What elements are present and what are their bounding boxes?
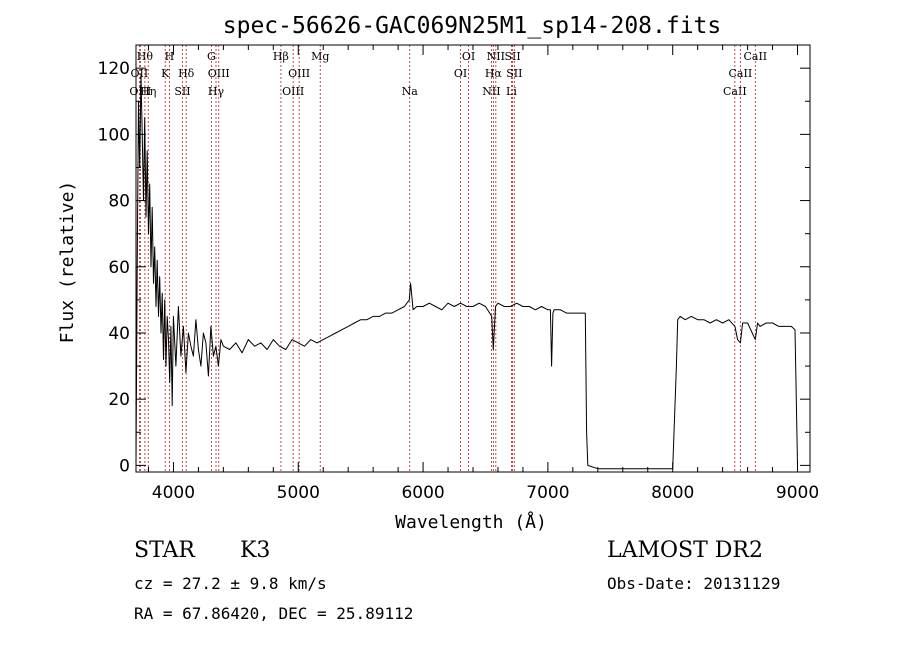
emission-line-markers: OIIOIIIHθHηKHSIIHδGHγOIIIHβOIIIOIIIMgNaO… (129, 45, 767, 472)
chart-title: spec-56626-GAC069N25M1_sp14-208.fits (223, 13, 722, 39)
coordinates-readout: RA = 67.86420, DEC = 25.89112 (134, 604, 414, 623)
line-label-26: CaII (743, 50, 767, 63)
line-label-19: Hα (485, 67, 503, 80)
line-label-10: OIII (208, 67, 230, 80)
line-label-9: Hγ (208, 85, 225, 98)
survey-name: LAMOST DR2 (607, 538, 763, 563)
spectrum-trace (135, 74, 798, 470)
y-axis-label: Flux (relative) (57, 181, 78, 344)
line-label-11: Hβ (273, 50, 289, 63)
x-tick-label-0: 4000 (152, 483, 195, 503)
object-subclass: K3 (240, 538, 271, 563)
line-label-13: OIII (288, 67, 310, 80)
y-tick-label-2: 40 (108, 324, 130, 344)
x-tick-label-1: 5000 (277, 483, 320, 503)
line-label-20: NII (487, 50, 505, 63)
y-tick-label-6: 120 (98, 59, 130, 79)
line-label-15: Na (402, 85, 419, 98)
y-tick-label-0: 0 (119, 456, 130, 476)
plot-frame (135, 44, 811, 473)
y-tick-label-1: 20 (108, 390, 130, 410)
x-tick-label-4: 8000 (651, 483, 694, 503)
line-label-0: OII (131, 67, 149, 80)
line-label-3: Hη (140, 85, 156, 98)
line-label-24: CaII (723, 85, 747, 98)
line-label-7: Hδ (178, 67, 195, 80)
x-tick-label-3: 7000 (526, 483, 569, 503)
line-label-12: OIII (282, 85, 304, 98)
line-label-2: Hθ (137, 50, 154, 63)
line-label-23: SII (506, 67, 522, 80)
x-tick-label-5: 9000 (776, 483, 819, 503)
y-tick-label-3: 60 (108, 258, 130, 278)
y-tick-label-4: 80 (108, 192, 130, 212)
line-label-5: H (165, 50, 175, 63)
line-label-6: SII (174, 85, 190, 98)
line-label-4: K (161, 67, 170, 80)
line-label-14: Mg (311, 50, 329, 63)
observation-date: Obs-Date: 20131129 (607, 574, 781, 593)
x-tick-label-2: 6000 (401, 483, 444, 503)
line-label-21: Li (506, 85, 517, 98)
axis-ticks: 4000 5000 6000 7000 8000 9000 0 20 40 60 80 100 120 (98, 45, 819, 503)
object-class: STAR (134, 538, 195, 563)
redshift-readout: cz = 27.2 ± 9.8 km/s (134, 574, 327, 593)
line-label-18: NII (482, 85, 500, 98)
spectrum-series-0 (135, 74, 798, 470)
y-tick-label-5: 100 (98, 125, 130, 145)
line-label-8: G (207, 50, 216, 63)
line-label-22: SII (504, 50, 520, 63)
line-label-17: OI (462, 50, 475, 63)
line-label-25: CaII (729, 67, 753, 80)
line-label-16: OI (454, 67, 467, 80)
x-axis-label: Wavelength (Å) (395, 511, 547, 533)
spectrum-chart: spec-56626-GAC069N25M1_sp14-208.fits OII… (57, 13, 819, 533)
